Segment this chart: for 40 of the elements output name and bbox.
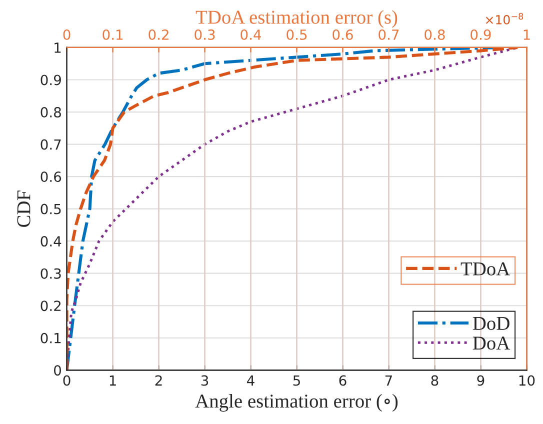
legend-label: DoA [472, 336, 510, 350]
x2-tick-label: 1 [524, 30, 530, 40]
y-tick-label: 0.5 [40, 204, 61, 214]
x2-tick-label: 0.9 [470, 29, 491, 40]
y-tick-label: 0.1 [40, 332, 61, 344]
x-tick-label: 9 [477, 375, 484, 386]
y-tick-label: 0.2 [40, 300, 61, 312]
y-tick-label: 0 [54, 365, 62, 376]
x-axis-title: Angle estimation error (∘) [195, 394, 398, 412]
x-tick-label: 5 [293, 375, 300, 386]
x-tick-label: 7 [385, 375, 392, 386]
y-tick-label: 0.3 [40, 268, 61, 279]
x-tick-label: 10 [519, 375, 535, 386]
x2-tick-label: 0.7 [378, 29, 399, 40]
y-tick-label: 0.4 [40, 236, 62, 247]
x-tick-label: 2 [155, 375, 162, 386]
x-tick-label: 4 [247, 375, 254, 386]
x2-tick-label: 0.5 [286, 29, 307, 40]
y-tick-label: 0.9 [40, 74, 61, 86]
x2-tick-label: 0.8 [424, 29, 445, 40]
y-tick-label: 0.6 [40, 172, 62, 182]
x2-tick-label: 0.3 [194, 29, 215, 40]
x2-tick-label: 0.1 [102, 29, 123, 40]
x-tick-label: 3 [201, 375, 208, 386]
x2-tick-label: 0.4 [240, 29, 262, 40]
y-tick-label: 0.7 [40, 139, 61, 150]
x-tick-label: 1 [110, 375, 116, 386]
x2-tick-label: 0.6 [332, 29, 353, 40]
x2-tick-label: 0.2 [148, 29, 168, 40]
x-tick-label: 8 [431, 375, 438, 386]
y-tick-label: 1 [54, 42, 61, 53]
x-tick-label: 0 [63, 375, 70, 386]
legend-label: DoD [472, 317, 510, 330]
x-tick-label: 6 [339, 375, 346, 386]
y-axis-title: CDF [17, 190, 30, 227]
legend-label: TDoA [460, 262, 510, 276]
y-tick-label: 0.8 [40, 106, 61, 118]
x2-tick-label: 0 [63, 29, 70, 40]
text: ×10$^{−8}$ [486, 12, 524, 24]
x2-axis-title: TDoA estimation error (s) [196, 10, 398, 28]
